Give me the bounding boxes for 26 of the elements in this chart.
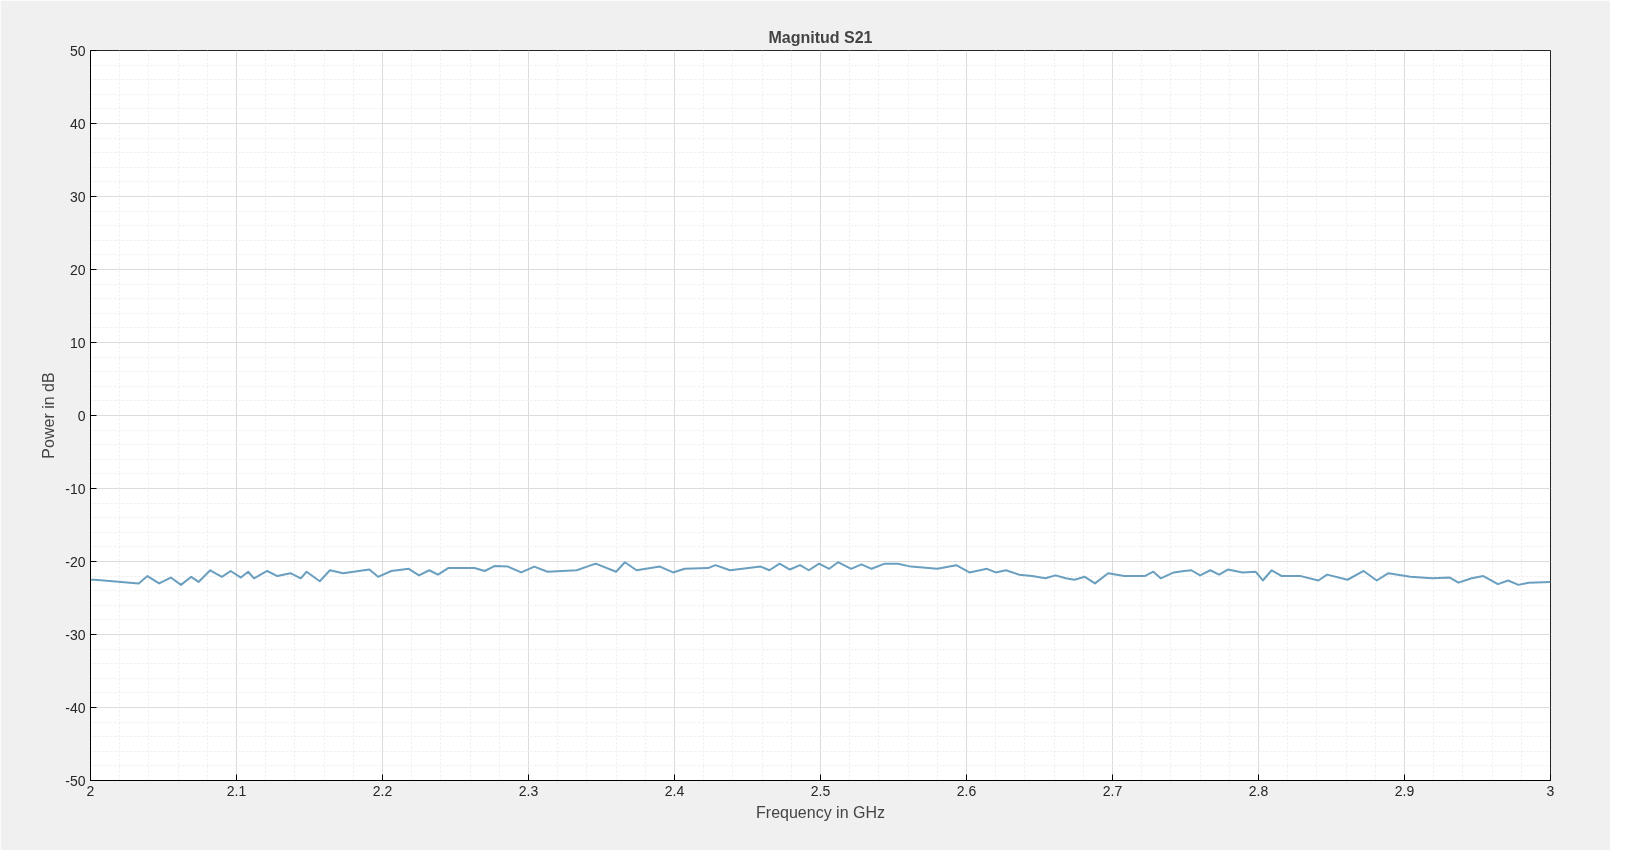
y-tick-label: -20 bbox=[65, 553, 86, 570]
chart-title: Magnitud S21 bbox=[768, 28, 873, 46]
y-tick-label: 30 bbox=[69, 188, 86, 205]
y-tick-label: -10 bbox=[65, 480, 86, 497]
y-axis-title: Power in dB bbox=[40, 372, 58, 459]
x-tick-label: 2.8 bbox=[1248, 782, 1269, 799]
line-series bbox=[90, 561, 1551, 586]
x-tick-label: 2.1 bbox=[226, 782, 247, 799]
x-tick-label: 2.9 bbox=[1394, 782, 1415, 799]
x-tick-label: 2.4 bbox=[664, 782, 685, 799]
y-tick-label: -50 bbox=[65, 772, 86, 789]
x-axis-title: Frequency in GHz bbox=[756, 803, 885, 821]
y-tick-label: 20 bbox=[69, 261, 86, 278]
x-tick-label: 2.2 bbox=[372, 782, 393, 799]
x-tick-label: 2 bbox=[86, 782, 95, 799]
y-tick-label: 50 bbox=[69, 42, 86, 59]
y-tick-label: 10 bbox=[69, 334, 86, 351]
x-tick-label: 2.7 bbox=[1102, 782, 1123, 799]
y-tick-label: 40 bbox=[69, 115, 86, 132]
y-tick-label: -30 bbox=[65, 626, 86, 643]
y-tick-label: -40 bbox=[65, 699, 86, 716]
x-tick-label: 3 bbox=[1546, 782, 1555, 799]
x-tick-label: 2.5 bbox=[810, 782, 831, 799]
x-tick-label: 2.3 bbox=[518, 782, 539, 799]
x-tick-label: 2.6 bbox=[956, 782, 977, 799]
y-tick-label: 0 bbox=[77, 407, 86, 424]
